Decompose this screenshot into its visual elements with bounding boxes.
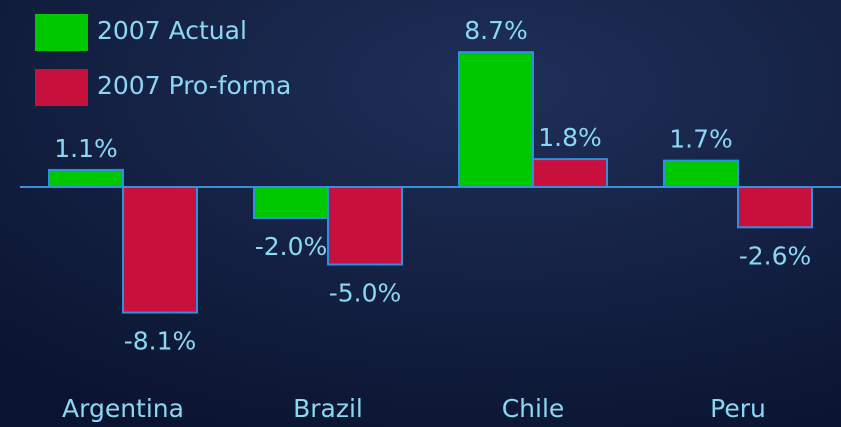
data-label: -2.6%: [739, 241, 812, 270]
x-tick-label: Peru: [710, 394, 766, 423]
x-tick-label: Brazil: [293, 394, 363, 423]
legend-swatch: [35, 69, 88, 106]
bar: [48, 168, 124, 188]
legend-label: 2007 Actual: [97, 16, 247, 45]
legend-label: 2007 Pro-forma: [97, 71, 291, 100]
bar: [737, 186, 813, 229]
bar: [663, 159, 739, 188]
bar: [122, 186, 198, 314]
bar: [253, 186, 329, 219]
data-label: 8.7%: [464, 16, 528, 45]
data-label: -5.0%: [329, 279, 402, 308]
bar: [532, 158, 608, 189]
x-tick-label: Argentina: [62, 394, 184, 423]
x-tick-label: Chile: [502, 394, 565, 423]
data-label: -2.0%: [255, 232, 328, 261]
bar: [458, 51, 534, 189]
legend-swatch: [35, 14, 88, 51]
data-label: -8.1%: [124, 327, 197, 356]
data-label: 1.1%: [54, 134, 118, 163]
data-label: 1.7%: [669, 125, 733, 154]
bar: [327, 186, 403, 266]
data-label: 1.8%: [538, 123, 602, 152]
